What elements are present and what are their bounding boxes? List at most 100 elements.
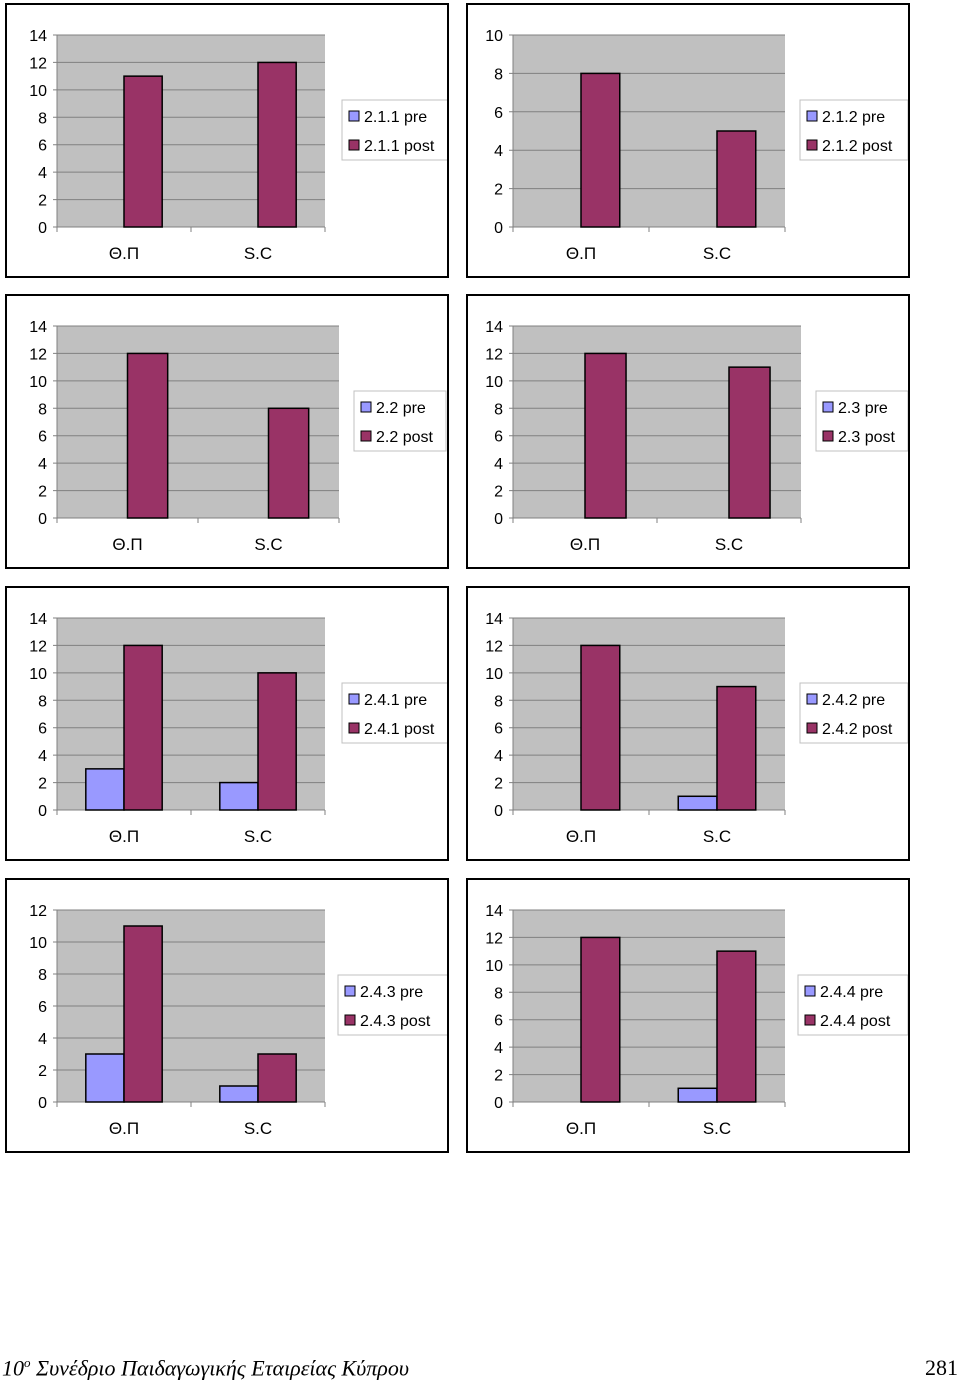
legend-swatch [806, 722, 818, 734]
legend-label: 2.4.4 pre [820, 984, 883, 1001]
y-tick-label: 4 [38, 456, 47, 473]
legend-swatch [360, 430, 372, 442]
chart-svg: 0 2 4 6 8 10 Θ.Π S.C 2.1.2 pre 2.1.2 post [485, 28, 908, 263]
x-tick-label: S.C [254, 535, 282, 554]
legend-label: 2.2 post [376, 429, 433, 446]
bar-post [257, 1053, 297, 1103]
y-tick-label: 6 [38, 429, 47, 446]
y-tick-label: 2 [38, 1063, 47, 1080]
bar-post [123, 925, 163, 1103]
legend-label: 2.4.1 post [364, 721, 435, 738]
x-tick-label: S.C [244, 827, 272, 846]
y-tick-label: 0 [494, 803, 503, 820]
y-tick-label: 2 [494, 776, 503, 793]
legend-label: 2.4.1 pre [364, 692, 427, 709]
bar-post [257, 672, 297, 811]
y-tick-label: 6 [494, 429, 503, 446]
y-tick-label: 2 [494, 1068, 503, 1085]
y-tick-label: 12 [485, 930, 503, 947]
legend-box [797, 974, 908, 1036]
legend-label: 2.1.1 pre [364, 109, 427, 126]
chart-svg: 0 2 4 6 8 10 12 14 Θ.Π S.C 2.4.1 pre 2.4.1 post [29, 611, 447, 846]
y-tick-label: 12 [485, 638, 503, 655]
bar-post [580, 644, 621, 811]
chart-panel-2-4-1: 0 2 4 6 8 10 12 14 Θ.Π S.C 2.4.1 pre 2.4.1 post [5, 586, 449, 861]
y-tick-label: 4 [38, 748, 47, 765]
y-tick-label: 8 [494, 401, 503, 418]
legend-label: 2.4.2 post [822, 721, 893, 738]
y-tick-label: 12 [485, 346, 503, 363]
y-tick-label: 14 [29, 28, 47, 45]
chart-svg: 0 2 4 6 8 10 12 Θ.Π S.C 2.4.3 pre 2.4.3 post [29, 903, 447, 1138]
y-tick-label: 4 [38, 1031, 47, 1048]
chart-svg: 0 2 4 6 8 10 12 14 Θ.Π S.C 2.4.2 pre 2.4.2 post [485, 611, 908, 846]
legend-box [799, 682, 908, 744]
legend-label: 2.4.2 pre [822, 692, 885, 709]
footer-conference-title: 10ο Συνέδριο Παιδαγωγικής Εταιρείας Κύπρ… [2, 1355, 409, 1381]
bar-post [580, 936, 621, 1103]
y-tick-label: 12 [29, 55, 47, 72]
y-tick-label: 10 [485, 28, 503, 45]
x-tick-label: Θ.Π [566, 244, 596, 263]
legend-swatch [804, 1014, 816, 1026]
x-tick-label: Θ.Π [109, 827, 139, 846]
y-tick-label: 4 [494, 1040, 503, 1057]
chart-panel-2-3: 0 2 4 6 8 10 12 14 Θ.Π S.C 2.3 pre 2.3 post [466, 294, 910, 569]
bar-post [716, 130, 757, 228]
legend-swatch [348, 722, 360, 734]
y-tick-label: 6 [38, 138, 47, 155]
y-tick-label: 6 [494, 1013, 503, 1030]
y-tick-label: 8 [494, 985, 503, 1002]
bar-pre [219, 781, 259, 811]
chart-svg: 0 2 4 6 8 10 12 14 Θ.Π S.C 2.2 pre 2.2 post [29, 319, 447, 554]
y-tick-label: 8 [38, 401, 47, 418]
legend-swatch [348, 139, 360, 151]
legend-box [799, 99, 908, 161]
y-tick-label: 12 [29, 346, 47, 363]
x-tick-label: Θ.Π [112, 535, 142, 554]
legend-swatch [348, 693, 360, 705]
legend-label: 2.4.3 pre [360, 984, 423, 1001]
y-tick-label: 2 [38, 776, 47, 793]
y-tick-label: 0 [494, 220, 503, 237]
legend-swatch [360, 401, 372, 413]
x-tick-label: Θ.Π [109, 244, 139, 263]
y-tick-label: 14 [485, 319, 503, 336]
legend-swatch [344, 985, 356, 997]
bar-post [257, 61, 297, 228]
y-tick-label: 14 [485, 611, 503, 628]
bar-pre [85, 1053, 125, 1103]
legend-label: 2.1.1 post [364, 138, 435, 155]
bar-post [716, 685, 757, 811]
chart-panel-2-4-2: 0 2 4 6 8 10 12 14 Θ.Π S.C 2.4.2 pre 2.4.2 post [466, 586, 910, 861]
legend-swatch [806, 693, 818, 705]
x-tick-label: S.C [715, 535, 743, 554]
y-tick-label: 8 [38, 967, 47, 984]
legend-box [337, 974, 447, 1036]
y-tick-label: 6 [38, 721, 47, 738]
y-tick-label: 10 [29, 666, 47, 683]
chart-svg: 0 2 4 6 8 10 12 14 Θ.Π S.C 2.1.1 pre 2.1.1 post [29, 28, 447, 263]
page-footer: 10ο Συνέδριο Παιδαγωγικής Εταιρείας Κύπρ… [0, 1352, 960, 1382]
footer-conference-name: Συνέδριο Παιδαγωγικής Εταιρείας Κύπρου [30, 1355, 409, 1381]
y-tick-label: 14 [29, 319, 47, 336]
y-tick-label: 10 [485, 666, 503, 683]
bar-post [728, 366, 771, 519]
legend-swatch [822, 430, 834, 442]
x-tick-label: S.C [703, 827, 731, 846]
y-tick-label: 2 [494, 484, 503, 501]
x-tick-label: Θ.Π [566, 1119, 596, 1138]
bar-pre [85, 768, 125, 811]
chart-panel-2-4-4: 0 2 4 6 8 10 12 14 Θ.Π S.C 2.4.4 pre 2.4.4 post [466, 878, 910, 1153]
legend-label: 2.1.2 post [822, 138, 893, 155]
legend-label: 2.1.2 pre [822, 109, 885, 126]
bar-pre [677, 1087, 718, 1103]
y-tick-label: 0 [494, 1095, 503, 1112]
x-tick-label: Θ.Π [570, 535, 600, 554]
y-tick-label: 0 [494, 511, 503, 528]
y-tick-label: 4 [494, 456, 503, 473]
y-tick-label: 14 [29, 611, 47, 628]
footer-page-number: 281 [925, 1355, 958, 1380]
y-tick-label: 6 [494, 721, 503, 738]
legend-swatch [806, 139, 818, 151]
